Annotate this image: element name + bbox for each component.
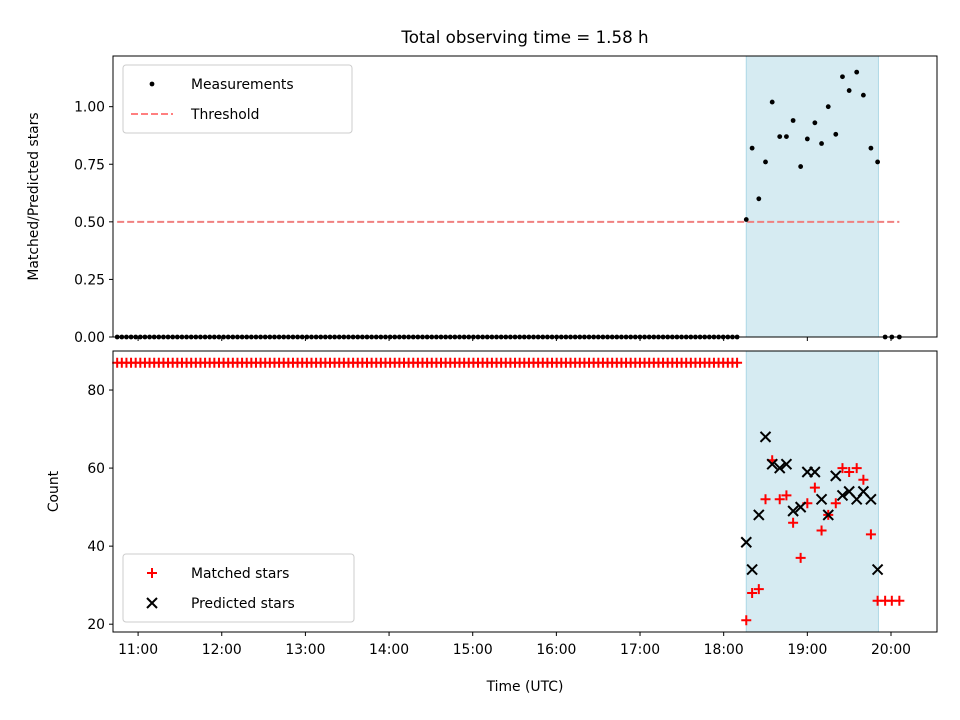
predicted-star-point (787, 505, 799, 517)
legend-label: Matched stars (191, 566, 289, 582)
x-tick-label: 12:00 (202, 642, 242, 658)
predicted-star-point (774, 462, 786, 474)
y-tick-label: 40 (87, 539, 105, 555)
x-tick-label: 15:00 (453, 642, 493, 658)
x-tick-label: 11:00 (118, 642, 158, 658)
matched-star-point (795, 552, 806, 563)
matched-star-point (851, 463, 862, 474)
measurement-point (840, 74, 845, 80)
matched-star-point (788, 517, 799, 528)
legend-marker (149, 81, 155, 87)
measurement-point (846, 88, 852, 93)
predicted-star-point (794, 501, 807, 513)
matched-star-point (830, 498, 841, 509)
y-tick-label: 20 (87, 617, 105, 633)
ratio-panel: 0.00 0.25 0.50 0.75 1.00 Matched/Predicted st… (26, 55, 938, 346)
matched-star-point (781, 490, 792, 501)
count-panel: 20 40 60 80 11:00 12:00 13:00 14:00 15:00 16:00 17… (46, 350, 938, 658)
predicted-star-point (865, 493, 877, 506)
predicted-star-point (815, 493, 828, 506)
measurement-point (833, 131, 839, 137)
x-tick-label: 19:00 (787, 642, 827, 658)
matched-star-point (809, 482, 820, 493)
matched-star-point (865, 529, 876, 540)
measurement-point (790, 118, 796, 123)
legend-label: Threshold (190, 107, 259, 123)
predicted-star-point (753, 509, 765, 521)
measurement-point (749, 145, 755, 151)
y-tick-label: 80 (87, 383, 105, 399)
y-tick-label: 0.00 (74, 330, 105, 346)
matched-star-point (858, 474, 869, 485)
x-tick-label: 13:00 (285, 642, 325, 658)
predicted-star-point (822, 509, 834, 521)
x-tick-label: 18:00 (704, 642, 744, 658)
matched-star-point (753, 584, 764, 595)
measurement-point (769, 99, 775, 105)
legend: Measurements Threshold (122, 64, 353, 134)
legend-label: Measurements (191, 77, 294, 93)
measurement-point (777, 134, 783, 140)
matched-star-point (894, 595, 905, 606)
legend: Matched stars Predicted stars (122, 553, 355, 623)
legend-marker (146, 597, 158, 609)
measurement-point (784, 134, 789, 140)
predicted-star-point (836, 489, 849, 502)
predicted-star-point (809, 466, 821, 478)
y-axis-label: Count (46, 470, 62, 512)
measurement-point (812, 120, 818, 126)
measurement-point (860, 92, 866, 98)
legend-label: Predicted stars (191, 596, 295, 612)
matched-star-point (747, 587, 758, 598)
measurement-point (804, 136, 810, 142)
measurement-point (875, 159, 881, 165)
legend-marker (147, 568, 157, 578)
matched-star-point (741, 615, 752, 626)
matched-star-point (732, 357, 743, 368)
x-tick-label: 17:00 (620, 642, 660, 658)
measurement-point (825, 104, 831, 110)
predicted-star-point (746, 563, 758, 576)
predicted-star-point (871, 563, 884, 576)
axes-frame (112, 350, 938, 633)
x-tick-label: 20:00 (871, 642, 911, 658)
y-axis-label: Matched/Predicted stars (26, 112, 42, 280)
measurement-point (743, 217, 749, 222)
measurement-point (819, 141, 824, 146)
predicted-star-point (766, 458, 778, 470)
x-axis-label: Time (UTC) (486, 679, 564, 695)
legend-box (122, 553, 355, 623)
matched-star-point (844, 466, 855, 477)
matched-star-point (774, 494, 785, 505)
measurement-point (854, 69, 860, 75)
matched-star-point (816, 525, 827, 536)
y-tick-label: 0.25 (74, 272, 105, 288)
y-tick-label: 1.00 (74, 100, 105, 116)
predicted-star-point (740, 536, 752, 548)
predicted-star-point (759, 431, 772, 443)
matched-star-point (837, 463, 848, 474)
y-tick-label: 0.50 (74, 215, 105, 231)
legend-box (122, 64, 353, 134)
measurement-point (798, 164, 804, 169)
measurement-point (756, 196, 762, 202)
predicted-star-point (830, 470, 842, 482)
y-tick-label: 60 (87, 461, 105, 477)
measurement-point (763, 159, 768, 165)
x-tick-label: 16:00 (536, 642, 576, 658)
chart-title: Total observing time = 1.58 h (400, 27, 648, 47)
y-tick-label: 0.75 (74, 157, 105, 173)
matched-star-point (760, 494, 771, 505)
axes-frame (112, 55, 938, 338)
predicted-star-point (780, 458, 793, 470)
observing-window-span (745, 350, 879, 633)
measurement-point (868, 145, 874, 151)
observing-window-span (745, 55, 879, 338)
x-tick-label: 14:00 (369, 642, 409, 658)
